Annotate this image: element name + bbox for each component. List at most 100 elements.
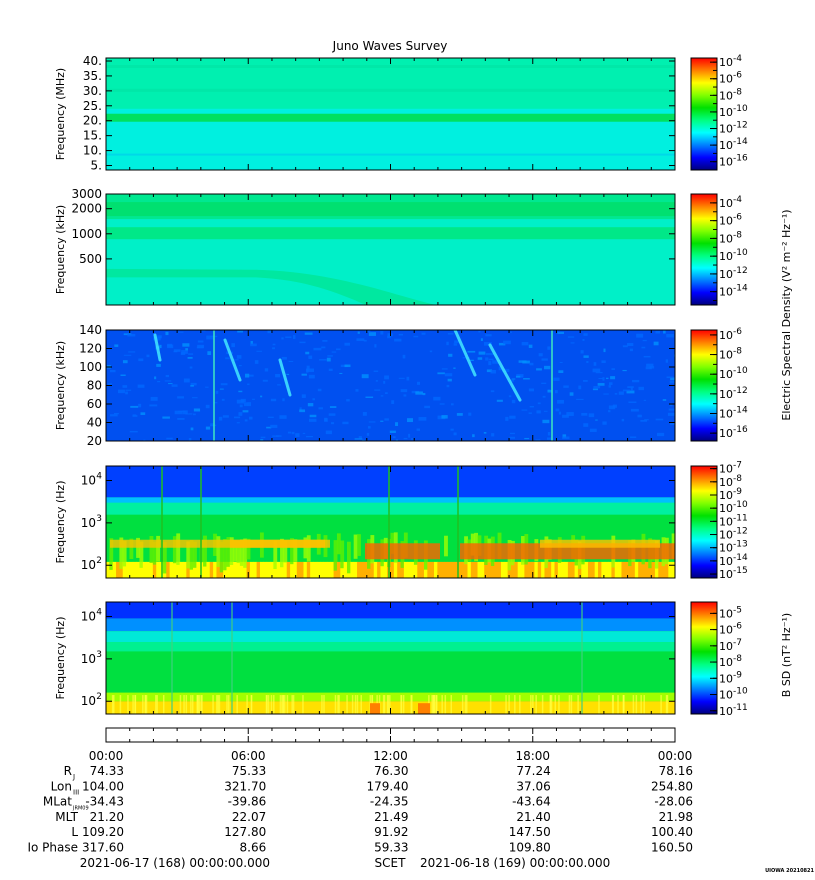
scet-label: SCET [375, 856, 407, 870]
ephemeris-value: 317.60 [82, 841, 124, 855]
ephemeris-value: 91.92 [374, 825, 408, 839]
y-tick-label: 1000 [71, 227, 102, 241]
y-tick-label: 25. [83, 99, 102, 113]
colorbar-tick-exponent: -16 [733, 425, 748, 435]
ephemeris-label-subscript: JRM09 [72, 806, 89, 812]
y-tick-label: 30. [83, 84, 102, 98]
colorbar-tick-label: 10 [719, 368, 733, 381]
spectrogram-image-4 [106, 466, 675, 578]
ephemeris-value: 104.00 [82, 779, 124, 793]
ephemeris-value: 37.06 [516, 779, 550, 793]
ephemeris-value: -34.43 [85, 795, 124, 809]
colorbar-tick-exponent: -11 [733, 513, 748, 523]
spectrogram-panels: 5.10.15.20.25.30.35.40. Frequency (MHz) 10… [54, 54, 748, 718]
y-tick-label: 120 [79, 342, 102, 356]
y-tick-exponent: 3 [96, 650, 102, 660]
colorbar-tick-exponent: -14 [733, 405, 748, 415]
y-tick-exponent: 4 [96, 472, 102, 482]
y-tick-label: 10 [81, 652, 96, 666]
colorbar-tick-label: 10 [719, 689, 733, 702]
colorbar-tick-label: 10 [719, 286, 733, 299]
colorbar-tick-exponent: -14 [733, 284, 748, 294]
spectrogram-image-5 [106, 602, 675, 714]
colorbar-tick-label: 10 [719, 640, 733, 653]
colorbar-tick-exponent: -10 [733, 104, 748, 114]
colorbar-tick-exponent: -12 [733, 527, 748, 537]
ephemeris-label: Lon [51, 779, 72, 793]
colorbar-tick-exponent: -10 [733, 248, 748, 258]
y-tick-label: 10 [81, 694, 96, 708]
spectrogram-image-1 [106, 58, 675, 170]
y-axis-label: Frequency (kHz) [54, 205, 67, 294]
colorbar-tick-label: 10 [719, 607, 733, 620]
colorbar-tick-label: 10 [719, 502, 733, 515]
cbar-label-e-group: Electric Spectral Density (V² m⁻² Hz⁻¹) [780, 209, 793, 420]
y-tick-label: 40. [83, 54, 102, 68]
colorbar-tick-exponent: -7 [733, 638, 742, 648]
colorbar-tick-label: 10 [719, 656, 733, 669]
colorbar-tick-label: 10 [719, 542, 733, 555]
ephemeris-value: 77.24 [516, 764, 550, 778]
y-tick-label: 140 [79, 323, 102, 337]
ephemeris-value: 75.33 [232, 764, 266, 778]
colorbar-tick-exponent: -5 [733, 605, 742, 615]
time-start-label: 2021-06-17 (168) 00:00:00.000 [80, 856, 270, 870]
colorbar-tick-label: 10 [719, 349, 733, 362]
y-tick-label: 2000 [71, 202, 102, 216]
y-tick-exponent: 3 [96, 514, 102, 524]
time-axis: 00:00 06:00 12:00 18:00 00:00 [89, 727, 692, 763]
ephemeris-label: MLT [55, 810, 78, 824]
colorbar-tick-exponent: -13 [733, 540, 748, 550]
ephemeris-value: -39.86 [228, 795, 267, 809]
colorbar-tick-label: 10 [719, 329, 733, 342]
ephemeris-label: R [64, 764, 72, 778]
colorbar-4 [690, 465, 718, 579]
ephemeris-label: L [71, 825, 78, 839]
colorbar-tick-exponent: -9 [733, 487, 742, 497]
y-axis-label: Frequency (Hz) [54, 617, 67, 700]
ephemeris-row: L 109.20 127.80 91.92 147.50 100.40 [71, 825, 693, 839]
colorbar-tick-label: 10 [719, 89, 733, 102]
ephemeris-value: 21.98 [659, 810, 693, 824]
emission-band [106, 227, 675, 240]
ephemeris-value: 74.33 [90, 764, 124, 778]
y-tick-label: 10 [81, 558, 96, 572]
colorbar-tick-label: 10 [719, 215, 733, 228]
ephemeris-value: -28.06 [654, 795, 693, 809]
x-tick-label: 06:00 [231, 749, 266, 763]
ephemeris-value: 22.07 [232, 810, 266, 824]
colorbar-tick-exponent: -4 [733, 54, 742, 64]
colorbar-tick-label: 10 [719, 388, 733, 401]
ephemeris-label-subscript: J [72, 773, 75, 781]
ephemeris-value: 254.80 [651, 779, 693, 793]
colorbar-tick-label: 10 [719, 672, 733, 685]
y-tick-exponent: 2 [96, 556, 102, 566]
ephemeris-value: 21.49 [374, 810, 408, 824]
colorbar-tick-exponent: -4 [733, 195, 742, 205]
colorbar-1 [690, 57, 718, 171]
colorbar-5 [690, 601, 718, 715]
y-tick-label: 15. [83, 129, 102, 143]
y-tick-label: 500 [79, 252, 102, 266]
colorbar-tick-label: 10 [719, 624, 733, 637]
x-tick-label: 18:00 [515, 749, 550, 763]
spectrogram-image-3 [106, 330, 675, 441]
ephemeris-value: 100.40 [651, 825, 693, 839]
y-axis-label: Frequency (kHz) [54, 341, 67, 430]
ephemeris-row: MLat JRM09-34.43 -39.86 -24.35 -43.64 -28.06 [43, 795, 693, 812]
ephemeris-value: 160.50 [651, 841, 693, 855]
ephemeris-value: 21.20 [90, 810, 124, 824]
colorbar-tick-label: 10 [719, 515, 733, 528]
colorbar-tick-exponent: -8 [733, 654, 742, 664]
ephemeris-value: 8.66 [240, 841, 267, 855]
emission-band [106, 88, 675, 92]
y-tick-label: 5. [91, 159, 102, 173]
y-tick-label: 10 [81, 474, 96, 488]
time-end-label: 2021-06-18 (169) 00:00:00.000 [420, 856, 610, 870]
colorbar-tick-exponent: -6 [733, 622, 742, 632]
emission-band [106, 64, 675, 68]
credit-label: UIOWA 20210821 [765, 868, 814, 874]
